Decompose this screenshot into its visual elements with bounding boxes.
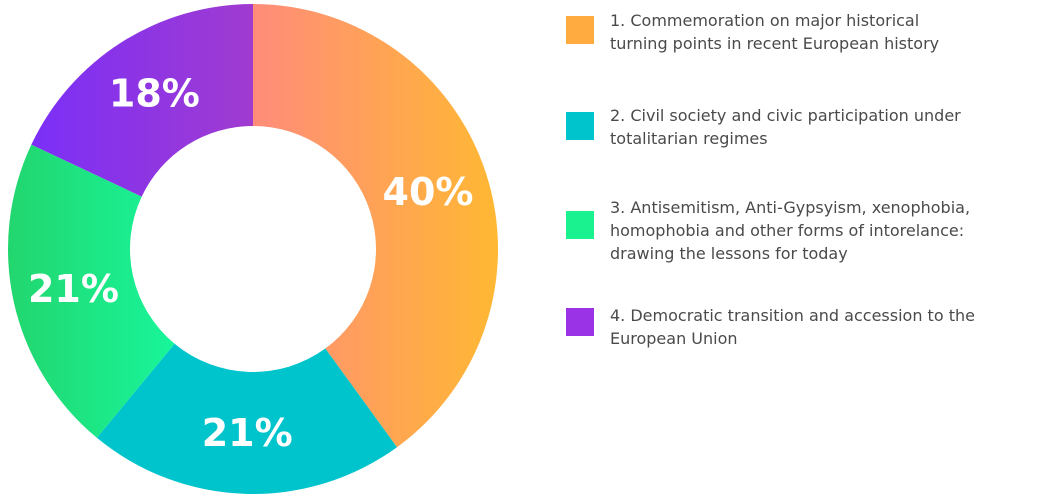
donut-slice-commemoration xyxy=(253,4,498,448)
legend-label-4: 4. Democratic transition and accession t… xyxy=(610,306,975,348)
slice-label-antisemitism: 21% xyxy=(28,267,119,311)
donut-slices xyxy=(7,4,498,494)
legend-label-3: 3. Antisemitism, Anti-Gypsyism, xenophob… xyxy=(610,198,971,263)
legend-swatch-4 xyxy=(566,308,594,336)
legend-label-1: 1. Commemoration on major historical tur… xyxy=(610,11,940,53)
slice-labels: 40% 21% 21% 18% xyxy=(28,72,474,455)
slice-label-commemoration: 40% xyxy=(383,170,474,214)
legend-swatch-2 xyxy=(566,112,594,140)
donut-slice-democratic-transition xyxy=(31,4,254,197)
donut-slice-antisemitism xyxy=(7,144,175,438)
donut-slice-civil-society xyxy=(96,343,398,494)
slice-label-democratic-transition: 18% xyxy=(109,72,200,116)
legend-swatch-3 xyxy=(566,211,594,239)
slice-label-civil-society: 21% xyxy=(202,411,293,455)
legend-label-2: 2. Civil society and civic participation… xyxy=(610,106,961,148)
legend-swatch-1 xyxy=(566,16,594,44)
